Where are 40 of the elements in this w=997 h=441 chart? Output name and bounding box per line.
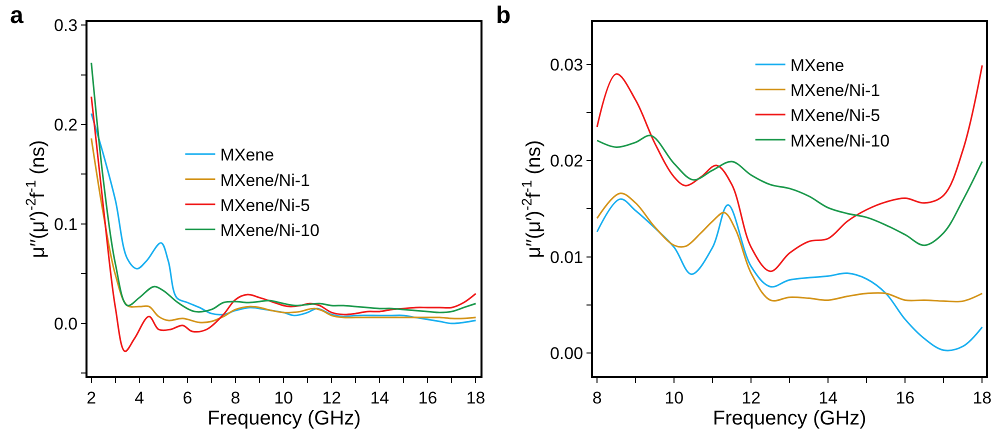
x-axis-title: Frequency (GHz) xyxy=(712,407,866,430)
x-tick-label: 4 xyxy=(134,388,144,408)
legend-label: MXene xyxy=(790,56,844,76)
chart-title: b xyxy=(496,2,511,29)
x-tick-label: 12 xyxy=(742,388,761,408)
legend-label: MXene/Ni-5 xyxy=(220,196,310,215)
legend-label: MXene xyxy=(220,146,274,165)
line-series xyxy=(596,198,983,352)
x-axis-title: Frequency (GHz) xyxy=(207,407,361,430)
x-tick-label: 18 xyxy=(972,388,992,408)
x-tick-label: 6 xyxy=(182,388,192,408)
legend-label: MXene/Ni-1 xyxy=(790,81,880,100)
y-tick-label: 0.2 xyxy=(54,115,78,134)
x-tick-label: 18 xyxy=(466,388,486,408)
x-tick-label: 8 xyxy=(230,388,240,408)
y-tick-label: 0.3 xyxy=(54,16,78,35)
line-series xyxy=(90,96,477,352)
x-tick-label: 14 xyxy=(370,388,390,408)
x-tick-label: 14 xyxy=(818,388,838,408)
x-tick-label: 16 xyxy=(896,388,915,408)
x-tick-label: 10 xyxy=(274,388,294,408)
y-tick-label: 0.0 xyxy=(54,314,78,334)
x-tick-label: 16 xyxy=(418,388,438,408)
legend-label: MXene/Ni-10 xyxy=(790,131,890,150)
line-series xyxy=(596,192,983,302)
chart-title: a xyxy=(10,2,24,29)
legend-label: MXene/Ni-1 xyxy=(220,170,310,190)
line-series xyxy=(90,62,477,314)
x-tick-label: 8 xyxy=(592,388,602,408)
y-tick-label: 0.03 xyxy=(550,55,584,74)
y-tick-label: 0.01 xyxy=(550,248,584,267)
line-series xyxy=(596,134,983,246)
x-tick-label: 10 xyxy=(664,388,684,408)
y-tick-label: 0.02 xyxy=(550,152,584,171)
legend-label: MXene/Ni-5 xyxy=(790,106,880,126)
y-tick-label: 0.1 xyxy=(54,214,78,234)
y-tick-label: 0.00 xyxy=(550,344,584,364)
x-tick-label: 12 xyxy=(322,388,342,408)
x-tick-label: 2 xyxy=(86,388,96,408)
legend-label: MXene/Ni-10 xyxy=(220,221,320,240)
